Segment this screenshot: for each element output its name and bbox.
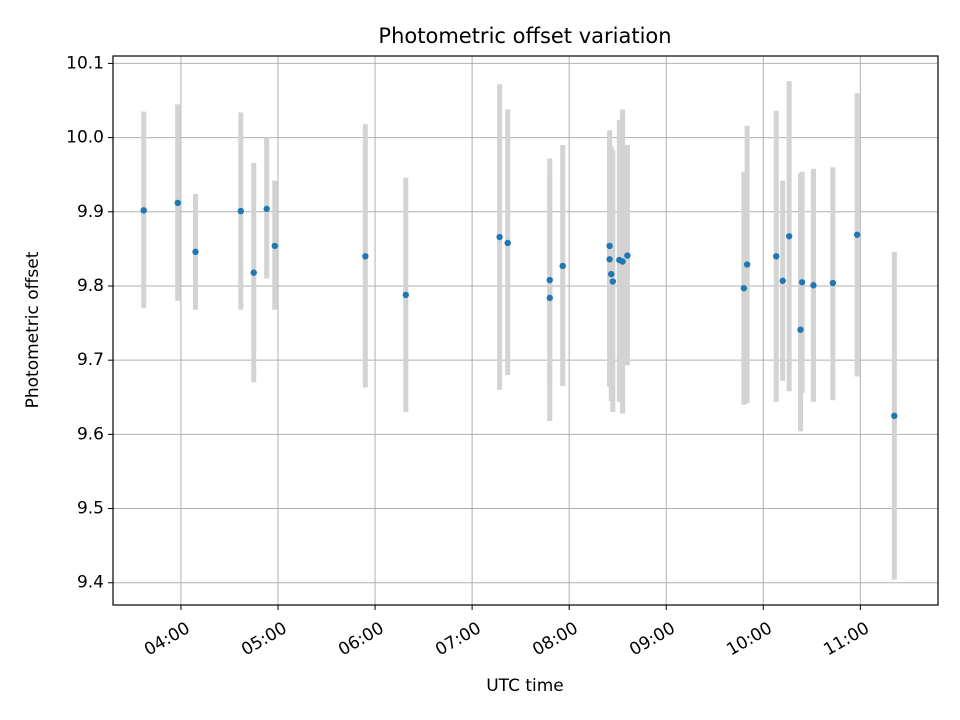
data-point [250,269,257,276]
data-point [779,277,786,284]
data-point [608,270,615,278]
data-point [606,256,613,263]
data-point [853,231,861,238]
y-tick-label: 10.0 [66,128,104,148]
y-tick-label: 9.9 [77,202,104,222]
x-axis-label: UTC time [486,676,564,696]
data-point [797,326,804,333]
y-tick-label: 9.7 [77,350,104,370]
data-point [271,242,278,250]
data-point [496,233,503,241]
data-point [798,279,806,286]
y-tick-label: 9.4 [77,573,104,593]
y-tick-label: 9.6 [77,424,104,444]
chart-title: Photometric offset variation [378,24,671,48]
data-point [192,248,199,256]
grid-lines [113,56,938,605]
data-point [140,207,147,214]
plot-frame [112,55,939,606]
data-point [740,285,748,292]
data-point [609,278,617,285]
data-point [606,242,613,250]
data-point [237,207,244,215]
data-point [773,253,780,260]
y-tick-label: 9.8 [77,276,104,296]
data-points [140,199,898,420]
y-axis-ticks: 9.4 9.5 9.6 9.7 9.8 9.9 10.0 10.1 [66,53,113,593]
data-point [785,233,793,240]
data-point [559,262,566,270]
data-point [743,261,751,268]
data-point [174,199,181,207]
data-point [402,291,409,299]
data-point [891,412,898,420]
y-tick-label: 9.5 [77,499,104,519]
data-point [546,276,553,284]
data-point [829,279,837,287]
y-tick-label: 10.1 [66,53,104,73]
data-point [619,258,626,265]
y-axis-label: Photometric offset [23,251,43,408]
data-point [362,253,369,260]
data-point [624,252,631,259]
data-point [504,239,511,247]
data-point [810,282,817,289]
data-point [546,294,553,302]
data-point [263,205,270,213]
